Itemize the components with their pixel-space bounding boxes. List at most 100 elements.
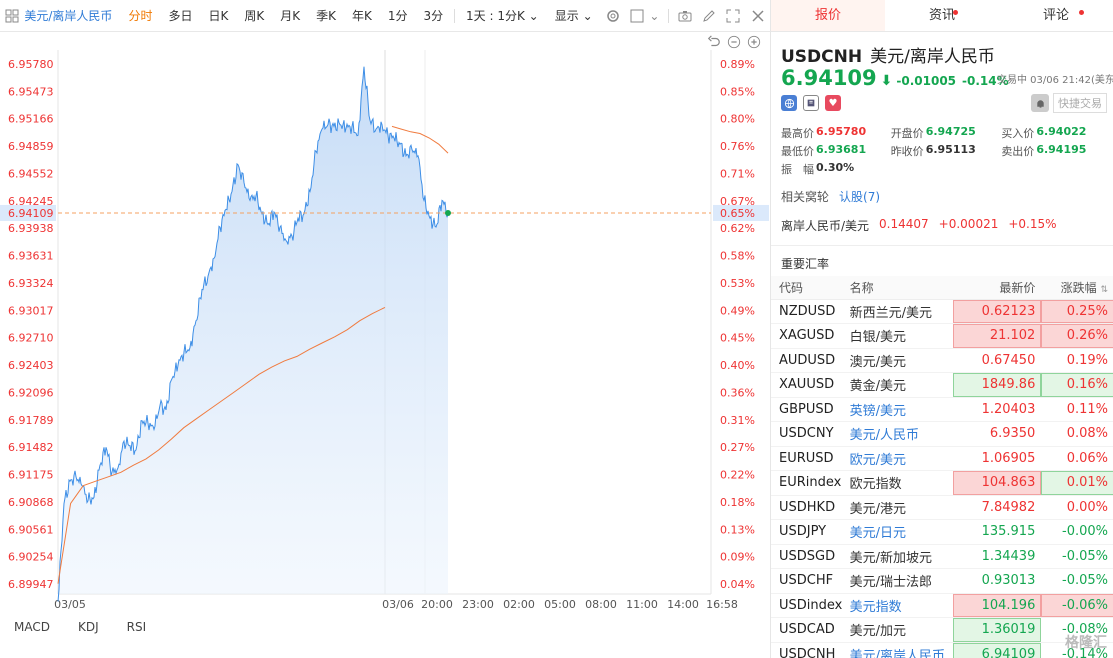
y-tick-label-pct: 0.09% <box>720 551 755 564</box>
checkbox-icon[interactable] <box>629 7 645 25</box>
tab-quarterly-k[interactable]: 季K <box>316 9 336 23</box>
x-tick-label: 14:00 <box>667 598 699 611</box>
rate-code: XAGUSD <box>771 323 842 349</box>
tab-weekly-k[interactable]: 周K <box>244 9 265 23</box>
zoom-out-icon[interactable] <box>726 34 742 50</box>
rate-last: 1.34439 <box>952 544 1042 569</box>
rate-pct: 0.08% <box>1041 421 1113 447</box>
y-tick-label: 6.93938 <box>8 222 54 235</box>
camera-icon[interactable] <box>676 7 692 25</box>
related-warrants-link[interactable]: 认股(7) <box>839 190 881 204</box>
tab-comments[interactable]: 评论 <box>999 0 1113 31</box>
table-row[interactable]: USDCHF 美元/瑞士法郎 0.93013 -0.05% <box>771 568 1113 594</box>
rate-last: 6.9350 <box>952 421 1042 447</box>
col-last[interactable]: 最新价 <box>952 276 1042 300</box>
favorite-heart-icon[interactable]: ♥ <box>825 95 841 111</box>
globe-icon[interactable] <box>781 95 797 111</box>
tab-daily-k[interactable]: 日K <box>208 9 229 23</box>
rate-code: USDCNH <box>771 642 842 658</box>
tab-monthly-k[interactable]: 月K <box>280 9 301 23</box>
y-tick-label: 6.92096 <box>8 386 54 399</box>
table-row[interactable]: GBPUSD 英镑/美元 1.20403 0.11% <box>771 397 1113 422</box>
table-row[interactable]: XAUUSD 黄金/美元 1849.86 0.16% <box>771 372 1113 398</box>
divider <box>668 8 670 23</box>
rate-code: USDHKD <box>771 495 842 520</box>
document-icon[interactable] <box>803 95 819 111</box>
y-tick-label-pct: 0.80% <box>720 113 755 126</box>
rate-name: 美元/人民币 <box>841 421 953 447</box>
rate-code: USDJPY <box>771 519 842 545</box>
fullscreen-icon[interactable] <box>725 7 741 25</box>
inverse-pair[interactable]: 离岸人民币/美元 0.14407 +0.00021 +0.15% <box>781 217 1057 234</box>
unread-dot <box>1079 10 1084 15</box>
stat-label: 最高价 <box>781 127 814 140</box>
table-header: 代码 名称 最新价 涨跌幅 ⇅ <box>771 276 1113 300</box>
table-row[interactable]: EURUSD 欧元/美元 1.06905 0.06% <box>771 446 1113 471</box>
table-row[interactable]: USDSGD 美元/新加坡元 1.34439 -0.05% <box>771 544 1113 569</box>
table-row[interactable]: USDCAD 美元/加元 1.36019 -0.08% <box>771 617 1113 643</box>
table-row[interactable]: USDCNH 美元/离岸人民币 6.94109 -0.14% <box>771 642 1113 658</box>
table-row[interactable]: USDCNY 美元/人民币 6.9350 0.08% <box>771 421 1113 447</box>
table-row[interactable]: AUDUSD 澳元/美元 0.67450 0.19% <box>771 348 1113 373</box>
pencil-icon[interactable] <box>701 7 717 25</box>
display-select-label: 显示 <box>554 9 579 23</box>
chevron-down-icon: ⌄ <box>528 9 539 23</box>
y-tick-label: 6.93631 <box>8 250 54 263</box>
zoom-in-icon[interactable] <box>746 34 762 50</box>
col-code[interactable]: 代码 <box>771 276 842 300</box>
rate-name: 新西兰元/美元 <box>841 299 953 324</box>
table-row[interactable]: USDJPY 美元/日元 135.915 -0.00% <box>771 519 1113 545</box>
rate-name: 欧元指数 <box>841 470 953 496</box>
tab-rsi[interactable]: RSI <box>126 620 147 634</box>
table-row[interactable]: EURindex 欧元指数 104.863 0.01% <box>771 470 1113 496</box>
bell-icon[interactable] <box>1031 94 1049 112</box>
tab-news[interactable]: 资讯 <box>885 0 999 31</box>
col-name[interactable]: 名称 <box>841 276 953 300</box>
undo-icon[interactable] <box>706 34 722 50</box>
y-tick-label-pct: 0.40% <box>720 359 755 372</box>
tab-macd[interactable]: MACD <box>14 620 50 634</box>
price-line: 6.94109 ⬇ -0.01005 -0.14% <box>781 66 1015 90</box>
y-tick-label: 6.92710 <box>8 332 54 345</box>
grid-icon[interactable] <box>4 7 20 25</box>
y-tick-label: 6.94859 <box>8 140 54 153</box>
tab-kdj[interactable]: KDJ <box>77 620 99 634</box>
rate-code: EURindex <box>771 470 842 496</box>
arrow-down-icon: ⬇ <box>880 73 893 89</box>
display-select[interactable]: 显示 ⌄ <box>547 7 601 24</box>
rate-pct: 0.26% <box>1041 323 1113 349</box>
rate-pct: 0.06% <box>1041 446 1113 471</box>
tab-quote[interactable]: 报价 <box>771 0 885 31</box>
price-chart[interactable]: 6.95780 0.89% 6.95473 0.85% 6.95166 0.80% 6.94… <box>0 50 770 620</box>
rate-pct: 0.01% <box>1041 470 1113 496</box>
stat-open: 6.94725 <box>925 125 976 138</box>
quick-trade: 快捷交易 <box>1031 93 1107 113</box>
table-row[interactable]: NZDUSD 新西兰元/美元 0.62123 0.25% <box>771 299 1113 324</box>
rate-last: 1.36019 <box>952 617 1042 643</box>
table-row[interactable]: USDHKD 美元/港元 7.84982 0.00% <box>771 495 1113 520</box>
tab-intraday[interactable]: 分时 <box>128 9 153 23</box>
stat-low: 6.93681 <box>816 143 867 156</box>
quick-trade-button[interactable]: 快捷交易 <box>1053 93 1107 113</box>
y-tick-label-pct: 0.76% <box>720 140 755 153</box>
stat-label: 买入价 <box>1001 127 1035 140</box>
chevron-down-icon[interactable]: ⌄ <box>649 8 660 23</box>
tab-yearly-k[interactable]: 年K <box>351 9 372 23</box>
stat-label: 振 幅 <box>781 163 814 176</box>
close-icon[interactable] <box>750 7 766 25</box>
symbol-link[interactable]: 美元/离岸人民币 <box>24 9 113 23</box>
col-pct[interactable]: 涨跌幅 ⇅ <box>1041 276 1113 300</box>
divider <box>771 245 1113 246</box>
tab-1min[interactable]: 1分 <box>387 9 408 23</box>
x-tick-label: 11:00 <box>626 598 658 611</box>
table-row[interactable]: XAGUSD 白银/美元 21.102 0.26% <box>771 323 1113 349</box>
table-row[interactable]: USDindex 美元指数 104.196 -0.06% <box>771 593 1113 618</box>
y-tick-label: 6.94245 <box>8 195 54 208</box>
divider <box>454 8 456 23</box>
settings-icon[interactable] <box>605 7 621 25</box>
tab-news-label: 资讯 <box>928 8 955 23</box>
tab-3min[interactable]: 3分 <box>423 9 444 23</box>
period-select[interactable]: 1天 : 1分K ⌄ <box>458 7 547 24</box>
tab-multiday[interactable]: 多日 <box>168 9 193 23</box>
stat-label: 最低价 <box>781 145 814 158</box>
